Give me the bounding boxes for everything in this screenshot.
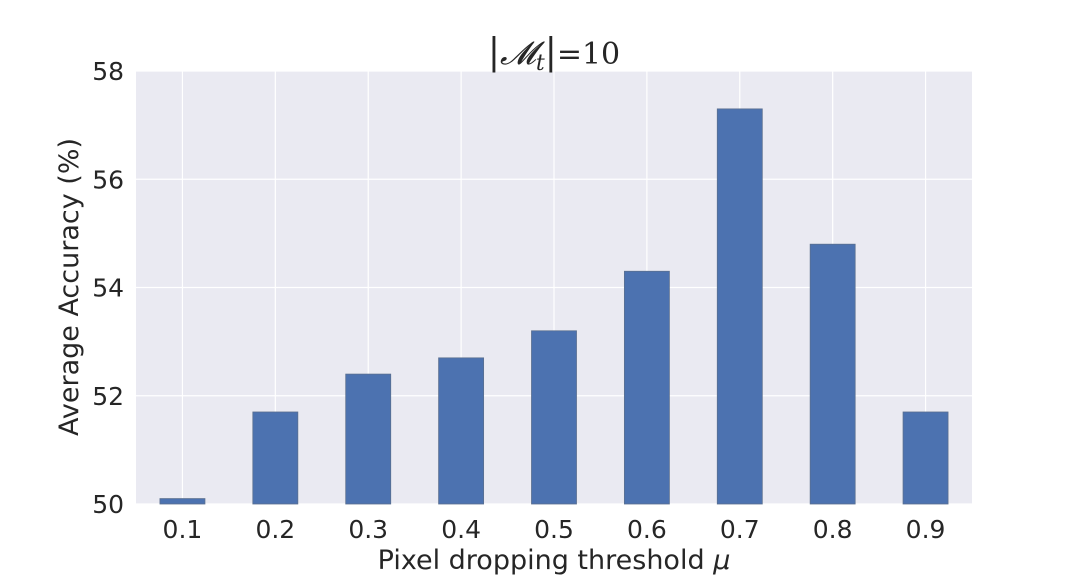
x-tick-label: 0.8 [813,515,853,544]
title-suffix: =10 [557,37,620,72]
x-tick-label: 0.3 [348,515,388,544]
y-tick-label: 54 [92,274,124,303]
chart-title: |𝓜t|=10 [488,32,620,76]
y-tick-label: 58 [92,57,124,86]
title-bar-right: | [545,32,557,73]
x-axis-label-text: Pixel dropping threshold [378,545,705,576]
x-tick-label: 0.5 [534,515,574,544]
y-tick-label: 50 [92,490,124,519]
bar-0.6 [623,270,670,505]
x-tick-label: 0.2 [255,515,295,544]
x-tick-label: 0.1 [163,515,203,544]
bars [159,108,949,505]
bar-0.2 [252,411,299,505]
y-tick-label: 52 [92,382,124,411]
x-tick-labels: 0.1 0.2 0.3 0.4 0.5 0.6 0.7 0.8 0.9 [163,515,946,544]
x-axis-label-symbol: μ [712,545,730,576]
x-tick-label: 0.4 [441,515,481,544]
bar-0.1 [159,498,206,505]
y-axis-label: Average Accuracy (%) [54,138,85,436]
bar-0.4 [438,357,485,505]
y-tick-labels: 50 52 54 56 58 [92,57,124,519]
title-subscript: t [536,51,545,76]
x-tick-label: 0.7 [720,515,760,544]
bar-0.3 [345,373,392,505]
bar-0.5 [531,330,577,505]
bar-0.8 [809,243,856,505]
y-tick-label: 56 [92,165,124,194]
bar-0.9 [902,411,949,505]
title-bar-left: | [488,32,500,73]
bar-0.7 [716,108,763,505]
x-tick-label: 0.9 [906,515,946,544]
x-tick-label: 0.6 [627,515,667,544]
x-axis-label: Pixel dropping threshold μ [378,545,731,576]
